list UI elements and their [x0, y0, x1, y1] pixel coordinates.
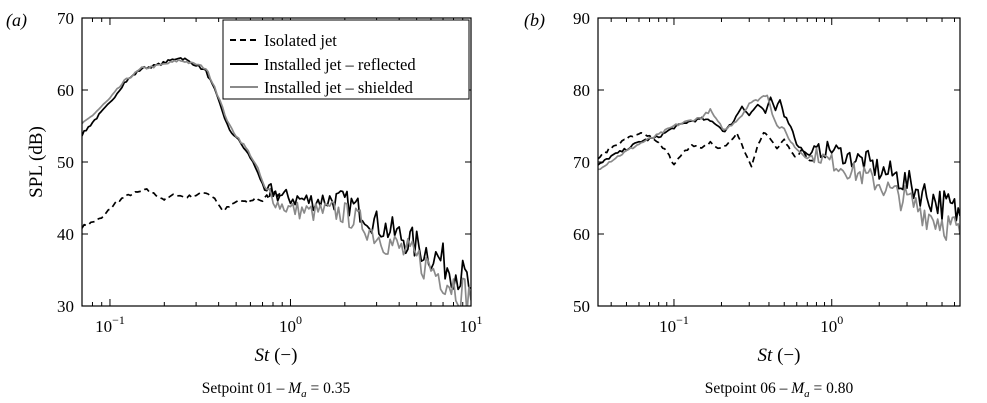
plot-area-b [598, 94, 960, 241]
legend-box [222, 19, 470, 100]
series-line-shielded [598, 94, 960, 241]
y-tick-label: 50 [57, 153, 74, 172]
x-ticks-a: 10−1 100 101 [81, 18, 483, 336]
chart-panel-b: (b) 50 60 70 80 90 10−1 100 St (−) Setpoint 0… [524, 9, 961, 400]
caption-b: Setpoint 06 – Ma = 0.80 [705, 380, 854, 400]
y-tick-label: 70 [573, 153, 590, 172]
y-tick-label: 40 [57, 225, 74, 244]
series-line-reflected [598, 96, 960, 222]
chart-panel-a: (a) 30 40 50 60 70 10−1 100 101 SPL (dB) St (−… [6, 9, 483, 400]
caption-a: Setpoint 01 – Ma = 0.35 [202, 380, 351, 400]
series-line-shielded [82, 59, 471, 306]
y-axis-title-a: SPL (dB) [26, 126, 47, 198]
y-ticks-b: 50 60 70 80 90 [573, 9, 960, 316]
panel-label-b: (b) [524, 10, 545, 31]
legend-entry-reflected: Installed jet – reflected [264, 55, 416, 74]
legend: Isolated jet Installed jet – reflected I… [222, 19, 470, 100]
plot-area-a [82, 57, 471, 306]
y-tick-label: 60 [57, 81, 74, 100]
panel-label-a: (a) [6, 10, 27, 31]
y-tick-label: 80 [573, 81, 590, 100]
y-tick-label: 70 [57, 9, 74, 28]
x-tick-label: 100 [279, 313, 302, 336]
x-ticks-b: 10−1 100 [610, 18, 956, 336]
legend-entry-shielded: Installed jet – shielded [264, 78, 414, 97]
x-tick-label: 10−1 [95, 313, 125, 336]
series-line-isolated [82, 186, 282, 229]
y-tick-label: 30 [57, 297, 74, 316]
x-tick-label: 101 [460, 313, 483, 336]
y-tick-label: 50 [573, 297, 590, 316]
x-tick-label: 10−1 [659, 313, 689, 336]
y-ticks-a: 30 40 50 60 70 [57, 9, 471, 316]
x-axis-title-a: St (−) [255, 345, 298, 366]
y-tick-label: 90 [573, 9, 590, 28]
x-axis-title-b: St (−) [758, 345, 801, 366]
series-line-isolated [598, 131, 818, 168]
y-tick-label: 60 [573, 225, 590, 244]
legend-entry-isolated: Isolated jet [264, 31, 337, 50]
axes-frame-b [597, 17, 961, 307]
x-tick-label: 100 [820, 313, 843, 336]
